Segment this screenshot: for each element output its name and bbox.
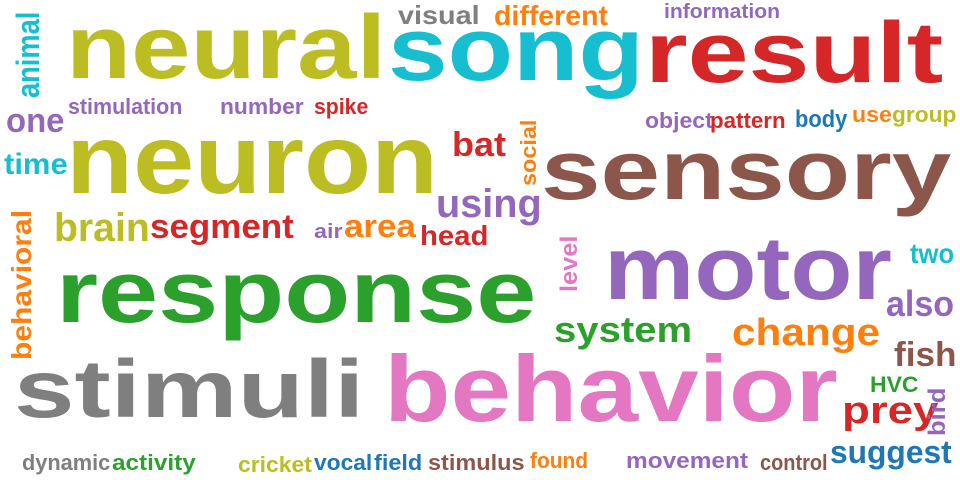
word-fish: fish [894,336,957,374]
word-stimulation: stimulation [68,94,183,119]
word-also: also [886,283,955,324]
word-segment: segment [150,208,294,246]
word-stimulus: stimulus [428,450,525,475]
word-using: using [436,182,542,226]
word-change: change [732,312,881,354]
word-one: one [6,102,65,140]
word-response: response [56,242,537,341]
word-use: use [852,102,892,127]
word-prey: prey [842,390,939,432]
word-activity: activity [112,450,196,475]
word-field: field [374,450,423,475]
word-animal: animal [10,11,46,98]
word-dynamic: dynamic [22,450,111,475]
word-area: area [344,208,416,244]
word-air: air [314,221,343,243]
word-system: system [554,309,693,350]
word-result: result [645,5,944,101]
word-bat: bat [452,126,506,164]
word-motor: motor [604,219,892,319]
word-song: song [388,0,644,100]
word-brain: brain [54,206,150,250]
word-behavioral: behavioral [6,209,37,360]
word-head: head [420,220,489,251]
word-movement: movement [626,448,749,473]
word-neural: neural [66,0,387,98]
word-vocal: vocal [314,450,373,475]
word-social: social [516,119,541,186]
word-level: level [556,235,583,292]
word-stimuli: stimuli [14,344,365,435]
word-cricket: cricket [238,452,312,477]
word-control: control [760,450,828,475]
word-visual: visual [398,0,480,30]
word-number: number [220,94,304,119]
word-information: information [664,1,780,23]
word-different: different [494,0,608,31]
word-hvc: HVC [870,372,919,397]
word-bird: bird [924,387,951,436]
word-behavior: behavior [384,336,838,441]
word-spike: spike [314,94,369,119]
word-sensory: sensory [541,123,952,217]
word-body: body [795,106,848,133]
word-group: group [892,102,957,127]
word-pattern: pattern [710,108,786,133]
word-two: two [910,238,955,269]
word-neuron: neuron [66,104,439,214]
word-time: time [4,148,68,181]
word-object: object [645,108,713,133]
word-suggest: suggest [830,434,952,470]
word-found: found [530,448,589,473]
